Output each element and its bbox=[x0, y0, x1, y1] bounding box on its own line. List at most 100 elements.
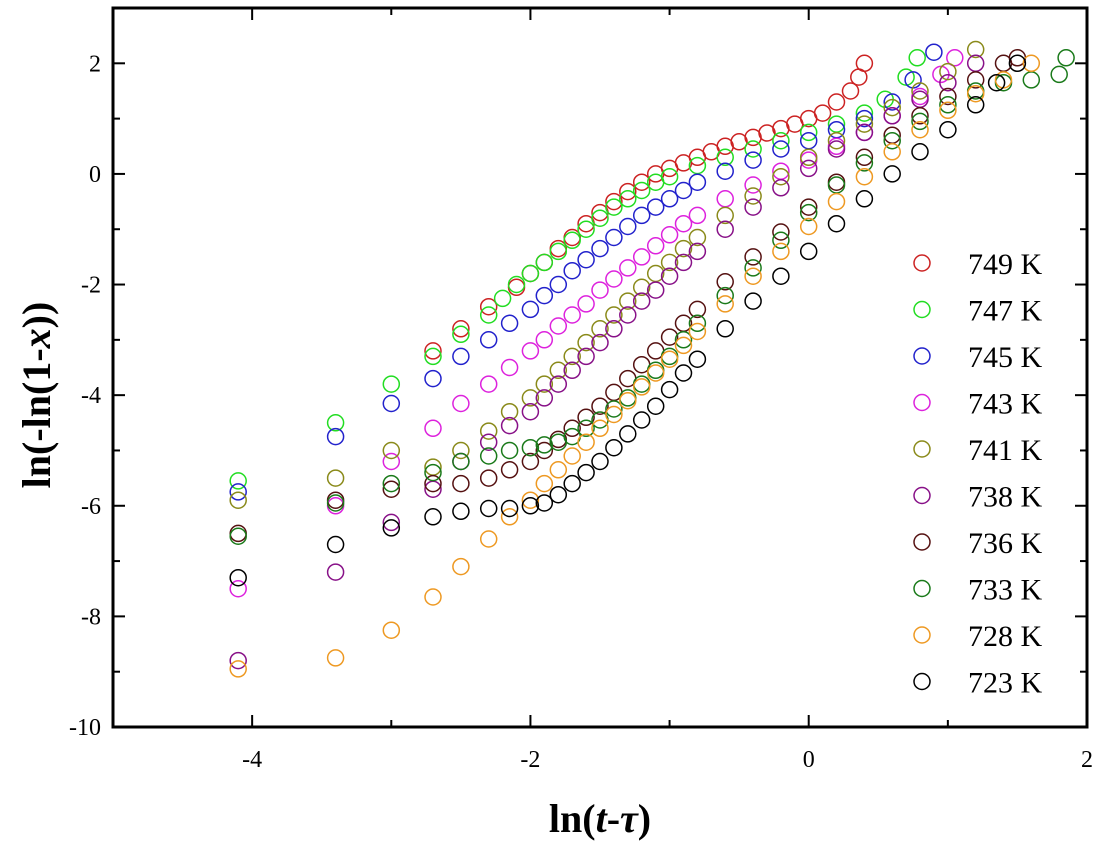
y-tick-label: -8 bbox=[81, 604, 101, 630]
data-point bbox=[632, 278, 651, 297]
data-point bbox=[716, 295, 734, 313]
data-point bbox=[946, 49, 964, 67]
legend-marker bbox=[913, 254, 931, 272]
data-point bbox=[500, 314, 519, 333]
data-point bbox=[911, 112, 929, 131]
data-point bbox=[424, 463, 442, 482]
data-point bbox=[577, 463, 595, 482]
data-point bbox=[605, 320, 623, 338]
data-point bbox=[382, 474, 401, 493]
data-point bbox=[688, 173, 707, 191]
data-point bbox=[382, 441, 401, 460]
axes: -4 -2 0 2 -10 -8 -6 -4 -2 0 2 bbox=[69, 6, 1093, 773]
data-point bbox=[1022, 54, 1041, 73]
legend-label: 728 K bbox=[968, 620, 1043, 653]
data-point bbox=[646, 281, 665, 299]
data-point bbox=[535, 474, 554, 493]
data-point bbox=[688, 206, 707, 225]
data-point bbox=[424, 419, 442, 438]
data-point bbox=[827, 140, 846, 158]
data-point bbox=[521, 264, 540, 283]
y-tick-label: -10 bbox=[69, 715, 101, 741]
data-point bbox=[619, 425, 637, 443]
data-point bbox=[619, 190, 637, 208]
data-point bbox=[632, 248, 651, 266]
data-point bbox=[660, 226, 679, 244]
data-point bbox=[660, 350, 679, 368]
data-point bbox=[605, 228, 623, 247]
data-point bbox=[799, 123, 818, 142]
data-point bbox=[855, 54, 874, 73]
data-point bbox=[1022, 71, 1041, 89]
data-point bbox=[939, 73, 957, 92]
data-point bbox=[326, 563, 345, 581]
data-point bbox=[479, 499, 498, 518]
data-point bbox=[452, 474, 470, 493]
data-point bbox=[660, 253, 679, 272]
data-point bbox=[382, 519, 401, 537]
data-point bbox=[605, 405, 623, 424]
data-point bbox=[479, 530, 498, 548]
x-tick-label: 0 bbox=[803, 747, 815, 773]
legend-marker bbox=[913, 672, 931, 691]
data-point bbox=[577, 250, 595, 269]
data-point bbox=[772, 179, 790, 197]
data-point bbox=[521, 389, 540, 407]
data-point bbox=[605, 198, 623, 216]
data-point bbox=[229, 579, 247, 598]
y-tick-label: 2 bbox=[89, 51, 101, 77]
data-point bbox=[966, 71, 985, 89]
data-point bbox=[535, 389, 554, 407]
legend-marker bbox=[913, 300, 931, 319]
data-point bbox=[855, 115, 874, 133]
data-point bbox=[925, 43, 943, 61]
data-point bbox=[326, 494, 345, 512]
data-point bbox=[660, 380, 679, 399]
data-point bbox=[605, 400, 623, 418]
data-point bbox=[521, 300, 540, 319]
data-point bbox=[479, 422, 498, 440]
data-point bbox=[500, 402, 519, 421]
data-point bbox=[688, 322, 707, 341]
scatter-points bbox=[229, 40, 1075, 678]
data-point bbox=[549, 242, 568, 261]
data-point bbox=[619, 217, 637, 236]
data-point bbox=[813, 104, 832, 122]
y-tick-label: 0 bbox=[89, 162, 101, 188]
data-point bbox=[229, 472, 247, 490]
data-point bbox=[674, 214, 693, 233]
data-point bbox=[549, 375, 568, 393]
plot-frame bbox=[111, 6, 1089, 729]
data-point bbox=[674, 336, 693, 355]
data-point bbox=[577, 347, 595, 366]
data-point bbox=[549, 485, 568, 504]
data-point bbox=[591, 419, 609, 438]
data-point bbox=[605, 438, 623, 457]
data-point bbox=[883, 131, 901, 150]
data-point bbox=[688, 300, 707, 319]
data-point bbox=[424, 508, 442, 526]
data-point bbox=[229, 483, 247, 501]
data-point bbox=[382, 513, 401, 532]
data-point bbox=[660, 328, 679, 346]
data-point bbox=[424, 347, 442, 366]
legend-marker bbox=[913, 626, 931, 644]
data-point bbox=[632, 206, 651, 225]
data-point bbox=[500, 499, 519, 518]
data-point bbox=[591, 209, 609, 227]
data-point bbox=[827, 93, 846, 111]
legend-label: 738 K bbox=[968, 481, 1043, 514]
data-point bbox=[479, 306, 498, 324]
data-point bbox=[507, 275, 526, 294]
data-point bbox=[674, 331, 693, 349]
data-point bbox=[674, 239, 693, 258]
data-point bbox=[772, 131, 790, 150]
data-point bbox=[479, 447, 498, 465]
data-point bbox=[591, 281, 609, 299]
data-point bbox=[479, 331, 498, 349]
data-point bbox=[605, 270, 623, 288]
y-tick-label: -4 bbox=[81, 383, 101, 409]
data-point bbox=[549, 361, 568, 380]
data-point bbox=[646, 198, 665, 216]
